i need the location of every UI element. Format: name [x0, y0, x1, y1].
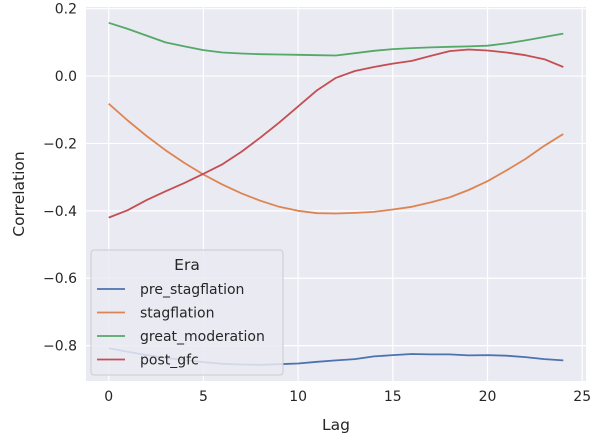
x-tick-label: 25 [573, 389, 591, 405]
legend-entry-label: post_gfc [140, 353, 199, 369]
x-tick-label: 20 [479, 389, 497, 405]
y-tick-label: −0.2 [43, 136, 77, 152]
x-tick-label: 0 [104, 389, 113, 405]
legend: Era pre_stagflation stagflation great_mode… [90, 249, 284, 376]
legend-entry-label: pre_stagflation [140, 282, 244, 298]
legend-box [90, 249, 284, 376]
y-tick-label: 0.2 [55, 2, 77, 18]
series-line-post-gfc [108, 48, 564, 219]
y-tick-label: 0.0 [55, 69, 77, 85]
y-tick-label: −0.6 [43, 271, 77, 287]
legend-title: Era [174, 256, 200, 274]
y-axis-label: Correlation [10, 151, 28, 236]
legend-items: pre_stagflation stagflation great_moderati… [97, 282, 265, 369]
x-axis-label: Lag [322, 416, 350, 434]
x-tick-label: 5 [199, 389, 208, 405]
x-tick-labels: 0 5 10 15 20 25 [104, 389, 591, 405]
y-tick-labels: 0.2 0.0 −0.2 −0.4 −0.6 −0.8 [43, 2, 77, 355]
y-tick-label: −0.8 [43, 339, 77, 355]
legend-entry-label: great_moderation [140, 329, 265, 345]
gridlines [86, 7, 586, 381]
legend-entry-label: stagflation [140, 306, 214, 322]
x-tick-label: 10 [289, 389, 307, 405]
series-line-stagflation [108, 103, 564, 215]
y-tick-label: −0.4 [43, 204, 77, 220]
series-line-great-moderation [108, 21, 564, 57]
series-lines [108, 21, 564, 366]
x-tick-label: 15 [384, 389, 402, 405]
